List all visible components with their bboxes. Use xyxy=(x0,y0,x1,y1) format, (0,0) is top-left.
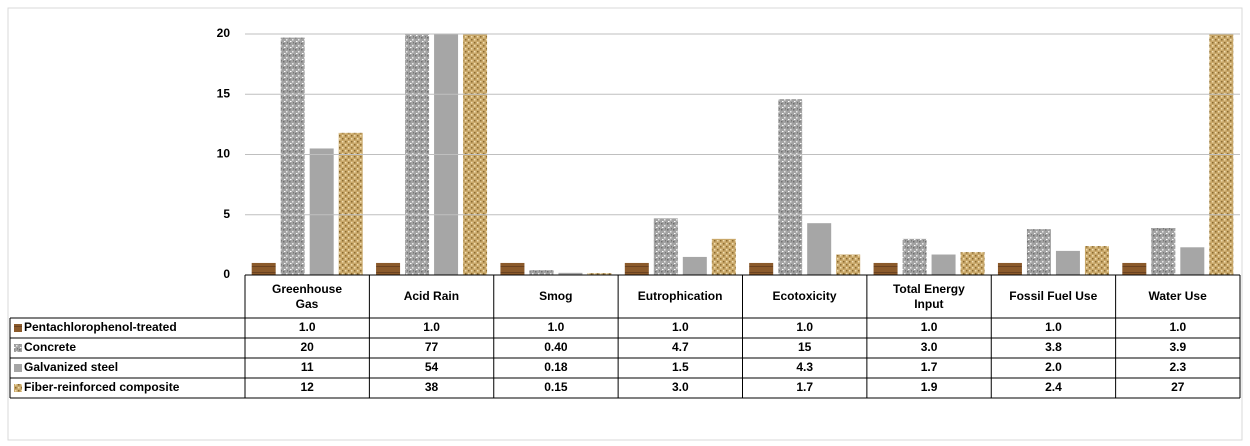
bar xyxy=(338,132,363,275)
bar xyxy=(251,262,276,275)
bar xyxy=(405,34,430,275)
table-value: 3.0 xyxy=(921,340,938,354)
table-value: 0.18 xyxy=(544,360,568,374)
y-tick-label: 0 xyxy=(223,267,230,281)
bar xyxy=(682,256,707,275)
table-value: 1.0 xyxy=(1045,320,1062,334)
x-tick-label: Smog xyxy=(539,289,573,303)
bar xyxy=(309,148,334,275)
table-value: 12 xyxy=(301,380,315,394)
table-value: 15 xyxy=(798,340,812,354)
bar xyxy=(1151,228,1176,275)
table-value: 1.7 xyxy=(921,360,938,374)
x-tick-label: Eutrophication xyxy=(637,289,723,303)
category-cell: Eutrophication xyxy=(637,289,723,303)
table-value: 20 xyxy=(301,340,315,354)
table-value: 1.7 xyxy=(796,380,813,394)
table-value: 2.3 xyxy=(1169,360,1186,374)
table-value: 3.8 xyxy=(1045,340,1062,354)
category-cell: Greenhouse Gas xyxy=(271,281,343,311)
table-value: 0.15 xyxy=(544,380,568,394)
x-tick-label: Acid Rain xyxy=(403,289,460,303)
bar xyxy=(280,37,305,275)
bar xyxy=(558,272,583,275)
bar xyxy=(1084,246,1109,275)
bar xyxy=(529,270,554,275)
legend-label: Galvanized steel xyxy=(24,360,118,374)
bar xyxy=(807,223,832,275)
table-value: 54 xyxy=(425,360,439,374)
x-tick-label: Ecotoxicity xyxy=(772,289,837,303)
bar xyxy=(1055,250,1080,275)
table-value: 3.0 xyxy=(672,380,689,394)
bar xyxy=(997,262,1022,275)
table-value: 1.0 xyxy=(423,320,440,334)
legend-label: Fiber-reinforced composite xyxy=(24,380,180,394)
bar xyxy=(624,262,649,275)
bar xyxy=(1180,247,1205,275)
bar xyxy=(434,34,459,275)
bar xyxy=(463,34,488,275)
bar xyxy=(836,254,861,275)
x-tick-label: Water Use xyxy=(1148,289,1207,303)
y-tick-label: 15 xyxy=(217,86,231,100)
table-value: 11 xyxy=(301,360,314,374)
table-value: 1.0 xyxy=(1169,320,1186,334)
table-value: 0.40 xyxy=(544,340,568,354)
bar xyxy=(1026,229,1051,275)
category-cell: Water Use xyxy=(1148,289,1207,303)
y-tick-label: 10 xyxy=(217,147,231,161)
table-value: 38 xyxy=(425,380,439,394)
category-cell: Acid Rain xyxy=(403,289,460,303)
table-value: 1.0 xyxy=(548,320,565,334)
table-value: 4.7 xyxy=(672,340,689,354)
table-value: 4.3 xyxy=(796,360,813,374)
bar xyxy=(749,262,774,275)
bar xyxy=(711,238,736,275)
bar xyxy=(1209,34,1234,275)
table-value: 1.0 xyxy=(796,320,813,334)
x-tick-label: Greenhouse Gas xyxy=(271,281,343,311)
category-cell: Smog xyxy=(539,289,573,303)
legend-label: Pentachlorophenol-treated xyxy=(24,320,177,334)
bar xyxy=(376,262,401,275)
category-cell: Fossil Fuel Use xyxy=(1009,289,1098,303)
category-cell: Ecotoxicity xyxy=(772,289,837,303)
bar xyxy=(587,273,612,275)
table-value: 1.5 xyxy=(672,360,689,374)
table-value: 3.9 xyxy=(1169,340,1186,354)
bar xyxy=(500,262,525,275)
table-value: 1.9 xyxy=(921,380,938,394)
bar xyxy=(873,262,898,275)
table-value: 1.0 xyxy=(921,320,938,334)
x-tick-label: Fossil Fuel Use xyxy=(1009,289,1098,303)
table-value: 77 xyxy=(425,340,439,354)
legend-swatch xyxy=(14,324,22,332)
table-value: 1.0 xyxy=(299,320,316,334)
category-cell: Total Energy Input xyxy=(892,281,965,311)
y-tick-label: 20 xyxy=(217,26,231,40)
bar xyxy=(653,218,678,275)
table-value: 1.0 xyxy=(672,320,689,334)
bar xyxy=(1122,262,1147,275)
table-value: 2.0 xyxy=(1045,360,1062,374)
bar xyxy=(931,254,956,275)
table-value: 27 xyxy=(1171,380,1185,394)
legend-swatch xyxy=(14,384,22,392)
bar xyxy=(778,99,803,275)
legend-swatch xyxy=(14,344,22,352)
legend-label: Concrete xyxy=(24,340,76,354)
bar xyxy=(902,238,927,275)
chart-border xyxy=(7,7,1243,441)
bar xyxy=(960,252,985,275)
x-tick-label: Total Energy Input xyxy=(892,281,965,311)
table-value: 2.4 xyxy=(1045,380,1062,394)
legend-swatch xyxy=(14,364,22,372)
y-tick-label: 5 xyxy=(223,207,230,221)
